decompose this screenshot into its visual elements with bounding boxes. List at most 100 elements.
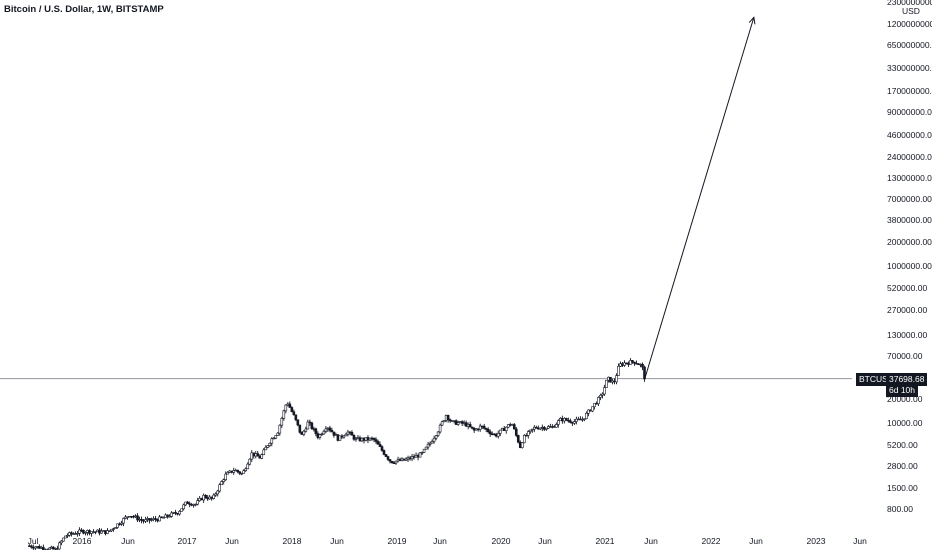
candle-body [478,425,482,430]
candle [635,360,638,365]
candle-body [633,361,636,364]
candle [322,429,326,435]
price-tick-label: 1500.00 [887,482,918,493]
price-unit-label: USD [902,6,920,16]
candle-body [200,498,203,501]
time-tick-label: Jun [121,536,135,546]
candle-body [138,519,141,521]
candle [386,455,390,461]
candle [218,483,221,493]
candle-body [623,362,626,366]
candle-body [577,418,580,421]
candle-body [230,470,234,473]
candle [268,442,272,448]
candle-body [358,437,362,442]
candle-body [410,456,414,460]
candle [364,437,368,442]
candle-body [571,422,574,424]
candle-body [356,437,360,439]
candle [534,425,538,429]
candle-body [468,424,472,428]
candle-body [370,437,374,440]
candle-body [60,540,63,544]
candle [494,432,498,438]
candle-body [72,533,75,535]
candle [450,420,454,422]
candle-body [68,532,71,536]
candle [458,421,462,424]
candle-body [476,428,480,431]
candle-body [158,516,161,522]
candle-body [338,435,342,441]
candle-body [589,409,592,412]
candle [470,426,474,430]
candle-body [394,460,398,464]
candle [456,420,460,426]
candle [520,442,524,449]
candle-body [194,503,197,506]
candle [541,424,544,432]
price-tick-label: 90000000.00 [887,107,932,118]
candle [210,496,213,501]
candle [643,365,646,382]
candle [158,514,161,522]
candle-body [382,450,386,455]
candle [200,497,203,501]
candle-body [504,426,508,431]
candle-body [486,429,490,433]
candle [444,414,448,423]
candle [583,418,586,422]
candle [80,528,83,533]
candle [414,452,418,458]
candle-body [518,441,522,449]
candle [138,516,141,523]
candle [496,430,500,439]
candle-body [547,426,550,429]
candle-body [611,380,614,383]
candle-body [176,513,179,515]
time-tick-label: Jul [27,536,39,546]
candle [264,445,268,451]
candle-body [462,422,466,424]
candle-body [238,471,242,474]
candle-body [346,431,350,435]
candle [256,450,260,457]
candle [60,539,63,546]
candle-body [50,546,53,549]
candle-body [543,426,546,430]
candle [478,423,482,432]
candle [340,434,344,440]
candle [212,493,215,500]
candle [304,426,308,433]
candle [178,510,181,516]
candle-body [280,418,284,426]
candle-body [541,426,544,429]
candle-body [514,428,518,436]
candle-body [587,409,590,414]
candle-body [330,430,334,433]
candle-body [593,403,596,408]
candle-body [300,432,304,435]
candle [629,358,632,365]
candle [258,454,262,459]
candle [244,467,248,473]
candle [530,428,534,433]
candle-body [192,504,195,506]
candle-body [424,446,428,450]
candle-body [526,431,530,436]
candle [370,436,374,441]
candle [380,445,384,452]
candle [555,422,558,428]
candle [561,415,564,424]
candle [637,363,640,365]
candle-body [340,435,344,438]
candle-body [196,500,199,505]
candle [641,362,644,371]
candle-body [416,455,420,458]
price-tick-label: 650000000.00 [887,39,932,50]
candle-body [232,470,236,473]
candle-body [94,531,97,533]
candle [186,500,189,505]
candle-body [448,419,452,422]
